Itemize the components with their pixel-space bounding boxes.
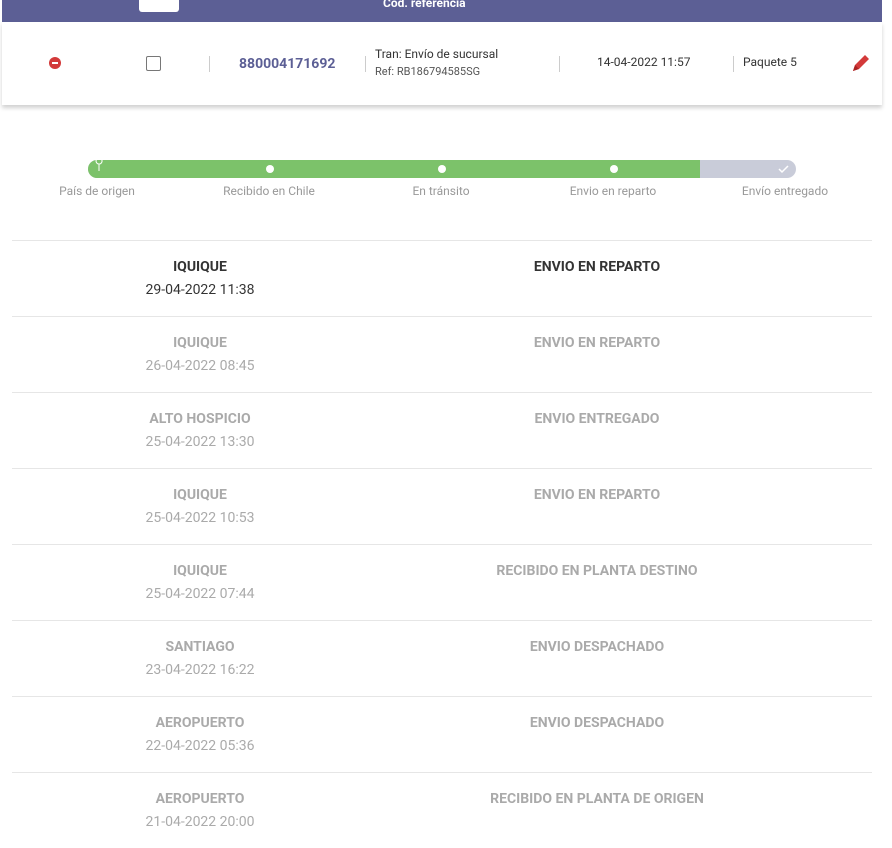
event-row: SANTIAGO 23-04-2022 16:22 ENVIO DESPACHADO (12, 620, 872, 696)
table-header: Cód. referencia (2, 0, 882, 22)
separator (365, 56, 366, 72)
reference: Ref: RB186794585SG (375, 65, 481, 78)
progress-bar (88, 157, 796, 178)
event-row: AEROPUERTO 22-04-2022 05:36 ENVIO DESPACHA… (12, 696, 872, 772)
separator (559, 56, 560, 72)
event-row: IQUIQUE 25-04-2022 07:44 RECIBIDO EN PLANT… (12, 544, 872, 620)
event-status: RECIBIDO EN PLANTA DE ORIGEN (490, 791, 704, 807)
page: Cód. referencia 880004171692 Tran: Envío… (2, 0, 882, 830)
event-row: IQUIQUE 25-04-2022 10:53 ENVIO EN REPARTO (12, 468, 872, 544)
step-label: País de origen (59, 184, 135, 198)
event-date: 25-04-2022 07:44 (145, 586, 255, 602)
event-row: IQUIQUE 29-04-2022 11:38 ENVIO EN REPARTO (12, 240, 872, 316)
tracking-number[interactable]: 880004171692 (239, 56, 336, 72)
step-label: Envío entregado (741, 184, 829, 198)
edit-icon[interactable] (850, 52, 872, 74)
separator (209, 56, 210, 72)
package: Paquete 5 (743, 55, 797, 69)
event-location: IQUIQUE (173, 335, 227, 351)
step-label: Recibido en Chile (223, 184, 315, 198)
event-location: AEROPUERTO (155, 715, 245, 731)
service: Tran: Envío de sucursal (375, 47, 499, 61)
event-status: ENVIO DESPACHADO (529, 639, 665, 655)
event-status: ENVIO DESPACHADO (529, 715, 665, 731)
event-status: ENVIO ENTREGADO (534, 411, 660, 427)
event-date: 29-04-2022 11:38 (145, 282, 255, 298)
status-dot (49, 57, 61, 69)
event-list: IQUIQUE 29-04-2022 11:38 ENVIO EN REPARTO I… (12, 240, 872, 848)
step-label: Envio en reparto (569, 184, 657, 198)
event-status: RECIBIDO EN PLANTA DESTINO (496, 563, 698, 579)
event-location: IQUIQUE (173, 487, 227, 503)
event-location: IQUIQUE (173, 259, 227, 275)
event-date: 21-04-2022 20:00 (145, 814, 255, 830)
separator (733, 56, 734, 72)
date: 14-04-2022 11:57 (597, 55, 691, 69)
event-location: ALTO HOSPICIO (149, 411, 251, 427)
event-date: 26-04-2022 08:45 (145, 358, 255, 374)
shipment-row[interactable]: 880004171692 Tran: Envío de sucursal Ref… (2, 22, 882, 105)
checkbox[interactable] (146, 56, 161, 71)
column-label: Cód. referencia (383, 0, 466, 10)
event-row: IQUIQUE 26-04-2022 08:45 ENVIO EN REPARTO (12, 316, 872, 392)
event-date: 25-04-2022 13:30 (145, 434, 255, 450)
header-checkbox[interactable] (139, 0, 179, 12)
event-date: 25-04-2022 10:53 (145, 510, 255, 526)
event-location: SANTIAGO (165, 639, 235, 655)
event-status: ENVIO EN REPARTO (533, 487, 661, 503)
step-label: En tránsito (412, 184, 470, 198)
event-status: ENVIO EN REPARTO (533, 335, 661, 351)
event-location: IQUIQUE (173, 563, 227, 579)
event-row: AEROPUERTO 21-04-2022 20:00 RECIBIDO EN PL… (12, 772, 872, 848)
event-row: ALTO HOSPICIO 25-04-2022 13:30 ENVIO ENTRE… (12, 392, 872, 468)
event-status: ENVIO EN REPARTO (533, 259, 661, 275)
event-location: AEROPUERTO (155, 791, 245, 807)
event-date: 22-04-2022 05:36 (145, 738, 255, 754)
event-date: 23-04-2022 16:22 (145, 662, 255, 678)
